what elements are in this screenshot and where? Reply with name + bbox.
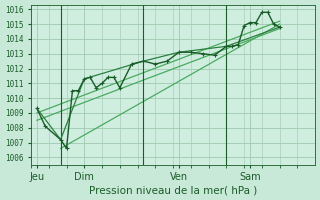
X-axis label: Pression niveau de la mer( hPa ): Pression niveau de la mer( hPa ) — [89, 185, 257, 195]
